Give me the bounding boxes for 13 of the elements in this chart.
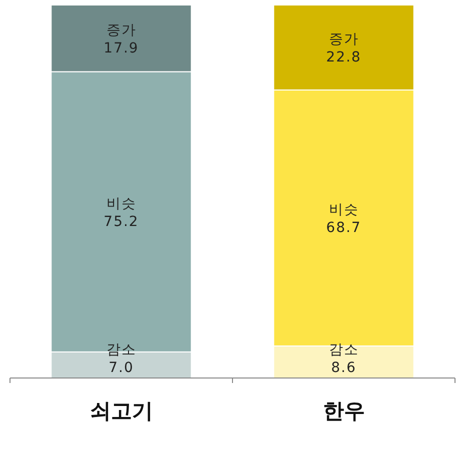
text: 비슷 <box>106 196 136 212</box>
x-tick-label: 쇠고기 <box>90 399 153 423</box>
series-label: 비슷 <box>328 202 359 218</box>
data-label: 7.0 <box>108 360 134 376</box>
text: 감소 <box>328 342 359 358</box>
x-tick-label: 한우 <box>322 399 365 423</box>
data-label: 8.6 <box>331 360 356 376</box>
series-label: 증가 <box>106 22 136 38</box>
data-label: 17.9 <box>104 40 139 56</box>
data-label: 75.2 <box>104 214 139 230</box>
text: 증가 <box>328 31 359 48</box>
data-label: 22.8 <box>326 49 362 66</box>
data-label: 68.7 <box>326 220 362 236</box>
